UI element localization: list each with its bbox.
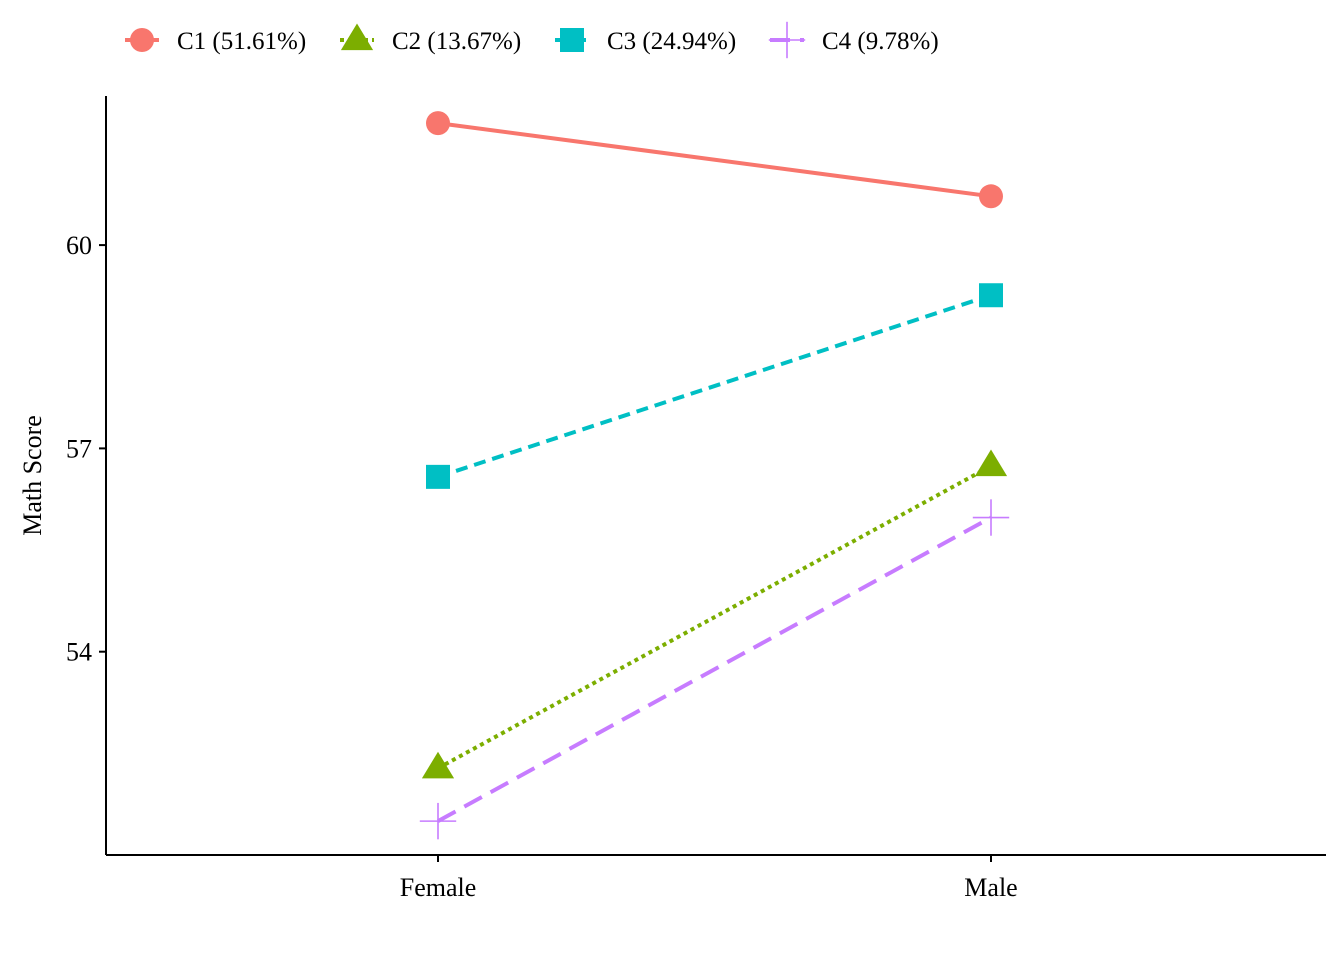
data-point [979,283,1003,308]
series-line [437,464,992,771]
legend-item: C1 (51.61%) [125,28,306,55]
data-point [426,111,450,136]
legend-item: C2 (13.67%) [340,23,521,55]
legend-label: C4 (9.78%) [822,28,939,55]
x-axis-ticks: Female Male [400,855,1018,902]
legend-item: C3 (24.94%) [555,28,736,55]
series-1 [426,111,1003,209]
x-tick-label: Female [400,873,477,902]
data-point [972,499,1010,536]
legend: C1 (51.61%) C2 (13.67%) C3 (24.94%) C4 (9.7… [125,21,939,59]
series-line [437,121,992,199]
series-2 [421,449,1008,779]
series-4 [419,499,1010,840]
axes: 54 57 60 Female Male Math Score [18,96,1326,902]
data-point [421,751,455,779]
series-3 [426,283,1003,489]
y-axis-ticks: 54 57 60 [66,231,106,667]
data-point [979,184,1003,209]
y-axis-title: Math Score [18,415,47,536]
legend-label: C2 (13.67%) [392,28,521,55]
legend-key-marker [130,28,154,52]
series-layer [419,111,1010,840]
legend-key-marker [340,23,374,51]
legend-label: C1 (51.61%) [177,28,306,55]
x-tick-label: Male [964,873,1017,902]
legend-key-marker [560,28,584,52]
legend-label: C3 (24.94%) [607,28,736,55]
data-point [419,802,457,840]
y-tick-label: 60 [66,231,92,260]
y-tick-label: 57 [66,434,92,463]
legend-item: C4 (9.78%) [768,21,939,59]
series-line [437,293,992,479]
series-line [437,515,992,823]
data-point [426,464,450,489]
y-tick-label: 54 [66,638,92,667]
data-point [974,449,1008,477]
legend-key-marker [768,21,806,59]
